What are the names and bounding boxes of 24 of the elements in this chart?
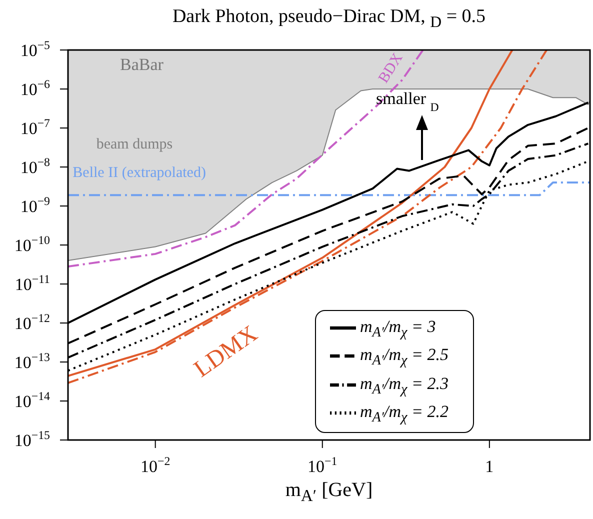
y-tick-label: 10$^{−8}$ bbox=[20, 155, 50, 177]
y-tick-label: 10$^{−13}$ bbox=[14, 350, 50, 372]
y-tick-label: 10$^{−12}$ bbox=[14, 311, 50, 333]
y-tick-label: 10$^{−14}$ bbox=[14, 389, 50, 411]
y-tick-label: 10$^{−15}$ bbox=[14, 428, 50, 450]
x-axis-title: m$_{A′}$ [GeV] bbox=[284, 479, 374, 506]
y-tick-label: 10$^{−10}$ bbox=[14, 233, 50, 255]
y-tick-label: 10$^{−6}$ bbox=[20, 77, 50, 99]
legend-label: m$_{A′}$/m$_{χ}$ = 2.2 bbox=[360, 402, 448, 426]
x-tick-label: 10$^{−1}$ bbox=[308, 454, 338, 476]
chart-title: Dark Photon, pseudo−Dirac DM, $_{D}$ = 0.5 bbox=[171, 6, 487, 32]
x-tick-label: 1 bbox=[485, 457, 494, 476]
series-label: Belle II (extrapolated) bbox=[72, 165, 206, 182]
annotation: BaBar bbox=[120, 55, 164, 74]
legend-label: m$_{A′}$/m$_{χ}$ = 2.3 bbox=[360, 374, 448, 397]
y-tick-label: 10$^{−11}$ bbox=[14, 272, 50, 294]
annotation: smaller $_{D}$ bbox=[376, 89, 440, 114]
y-tick-label: 10$^{−7}$ bbox=[20, 116, 50, 138]
y-tick-label: 10$^{−5}$ bbox=[20, 38, 50, 60]
x-tick-label: 10$^{−2}$ bbox=[140, 454, 170, 476]
legend-label: m$_{A′}$/m$_{χ}$ = 3 bbox=[360, 316, 436, 340]
text: beam dumps bbox=[96, 136, 173, 152]
y-tick-label: 10$^{−9}$ bbox=[20, 194, 50, 216]
legend-label: m$_{A′}$/m$_{χ}$ = 2.5 bbox=[360, 345, 448, 369]
